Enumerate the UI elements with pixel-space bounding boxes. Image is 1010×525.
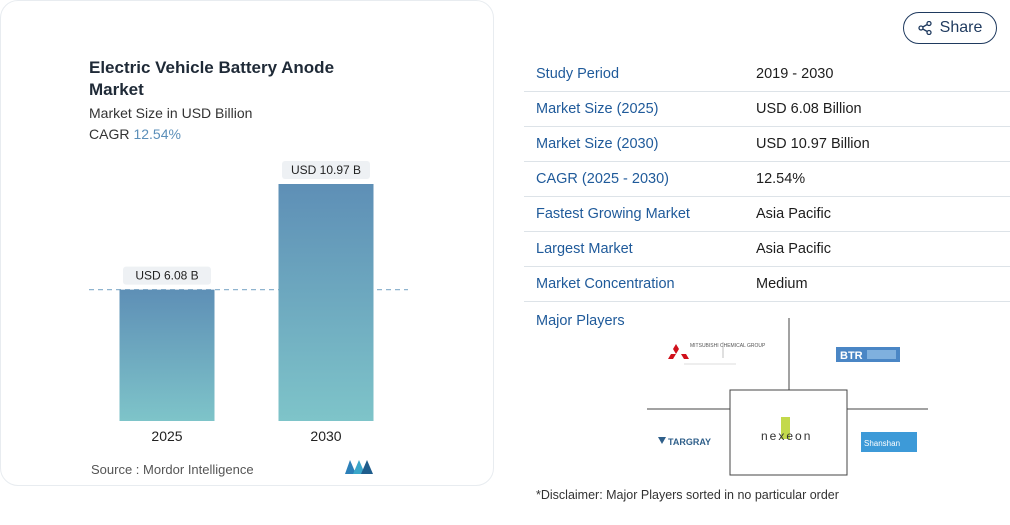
bar-2030: [278, 184, 374, 421]
market-facts-table: Study Period 2019 - 2030 Market Size (2025…: [524, 57, 1010, 302]
data-label-badge: [123, 266, 211, 285]
cagr-label: CAGR: [89, 126, 130, 142]
cagr-value: 12.54%: [133, 126, 181, 142]
cagr-line: CAGR 12.54%: [89, 126, 181, 142]
chart-subtitle: Market Size in USD Billion: [89, 105, 253, 121]
mordor-logo: [345, 460, 373, 474]
disclaimer-note: *Disclaimer: Major Players sorted in no …: [536, 488, 839, 502]
bar-2025: [119, 289, 215, 421]
facts-row: Largest Market Asia Pacific: [524, 231, 1010, 267]
facts-key: Market Size (2025): [524, 91, 744, 127]
facts-row: Fastest Growing Market Asia Pacific: [524, 196, 1010, 232]
facts-value: 12.54%: [744, 161, 1010, 197]
facts-value: USD 10.97 Billion: [744, 126, 1010, 162]
facts-value: USD 6.08 Billion: [744, 91, 1010, 127]
facts-key: Fastest Growing Market: [524, 196, 744, 232]
chart-title: Electric Vehicle Battery Anode Market: [89, 58, 335, 99]
facts-key: Market Size (2030): [524, 126, 744, 162]
share-icon: [917, 21, 932, 35]
facts-row: Market Concentration Medium: [524, 266, 1010, 302]
share-label: Share: [939, 19, 983, 36]
facts-key: Study Period: [524, 57, 744, 92]
facts-row: CAGR (2025 - 2030) 12.54%: [524, 161, 1010, 197]
facts-key: Largest Market: [524, 231, 744, 267]
facts-key: CAGR (2025 - 2030): [524, 161, 744, 197]
source-note: Source : Mordor Intelligence: [91, 462, 254, 477]
data-label-badge: [282, 161, 370, 179]
major-players-label: Major Players: [536, 313, 625, 329]
x-tick-label: 2025: [151, 428, 182, 444]
facts-value: Asia Pacific: [744, 196, 1010, 232]
facts-row: Market Size (2025) USD 6.08 Billion: [524, 91, 1010, 127]
facts-row: Study Period 2019 - 2030: [524, 57, 1010, 92]
facts-value: 2019 - 2030: [744, 57, 1010, 92]
share-button[interactable]: Share: [903, 12, 997, 44]
facts-value: Medium: [744, 266, 1010, 302]
x-tick-label: 2030: [310, 428, 341, 444]
facts-key: Market Concentration: [524, 266, 744, 302]
market-snapshot-card: Electric Vehicle Battery Anode Market Ma…: [0, 0, 494, 486]
facts-value: Asia Pacific: [744, 231, 1010, 267]
bar-chart: USD 6.08 B 2025 USD 10.97 B 2030: [89, 161, 408, 444]
data-label: USD 6.08 B: [135, 269, 198, 283]
facts-row: Market Size (2030) USD 10.97 Billion: [524, 126, 1010, 162]
data-label: USD 10.97 B: [291, 163, 361, 177]
